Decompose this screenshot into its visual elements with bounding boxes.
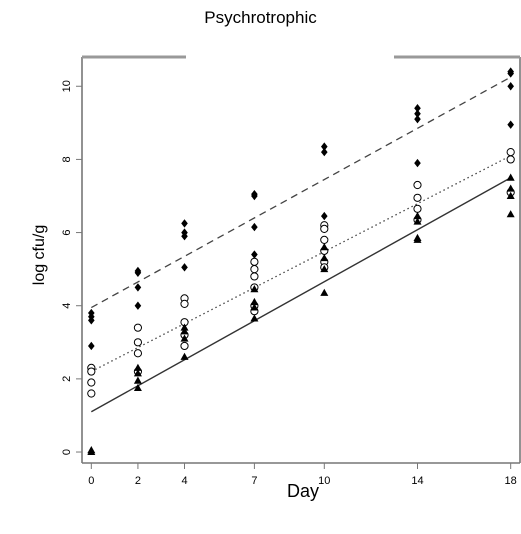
plot-frame [81, 55, 521, 464]
triangle-point [320, 253, 329, 262]
triangle-point [133, 369, 142, 377]
circle-point [320, 224, 329, 234]
circle-point [413, 180, 422, 190]
data-points [87, 67, 515, 456]
diamond-point [181, 219, 188, 228]
circle-point [506, 147, 515, 157]
circle-point [87, 378, 96, 387]
circle-point [250, 272, 259, 281]
diamond-point [320, 147, 328, 157]
circle-point [250, 265, 259, 274]
triangle-point [413, 217, 422, 225]
triangle-point [180, 323, 189, 331]
triangle-point [506, 191, 515, 199]
y-tick-label: 8 [61, 156, 73, 162]
diamond-point [134, 301, 142, 310]
circle-point [413, 204, 422, 213]
triangle-point [250, 303, 259, 311]
triangle-point [180, 334, 189, 342]
diamond-point [507, 82, 514, 91]
triangle-point [133, 383, 142, 392]
y-axis-label: log cfu/g [31, 225, 48, 285]
circle-point [250, 257, 259, 266]
circle-point [133, 323, 143, 332]
x-axis-label: Day [287, 481, 319, 501]
diamond-point [414, 114, 421, 124]
circle-point [413, 193, 422, 202]
diamond-point [251, 222, 258, 232]
triangle-point [87, 447, 96, 456]
diamond-point [181, 263, 188, 272]
diamond-point [320, 142, 328, 151]
x-tick-label: 0 [88, 475, 94, 487]
y-tick-label: 2 [61, 376, 73, 382]
triangle-point [250, 314, 259, 322]
fit-line-dashed [91, 76, 511, 309]
x-axis: 0 2 4 7 10 14 18 [88, 463, 517, 487]
fit-line-dotted [91, 155, 511, 373]
triangle-point [250, 285, 259, 293]
diamond-point [181, 232, 188, 241]
diamond-point [134, 283, 142, 292]
circle-point [180, 341, 189, 351]
triangle-point [506, 173, 515, 181]
triangle-point [320, 264, 329, 273]
diamond-point [320, 211, 328, 221]
y-axis: 0 2 4 6 8 10 [61, 80, 82, 455]
triangle-point [180, 352, 189, 360]
circle-point [320, 235, 329, 244]
diamond-point [88, 341, 95, 351]
diamond-point [88, 316, 95, 325]
diamond-point [507, 120, 514, 129]
diamond-point [414, 158, 421, 168]
circle-point [180, 299, 189, 308]
fit-lines [90, 76, 512, 413]
x-tick-label: 14 [411, 475, 423, 487]
triangle-point [506, 210, 515, 218]
triangle-point [250, 297, 259, 306]
circle-point [87, 389, 96, 398]
y-tick-label: 10 [61, 80, 73, 92]
triangle-point [180, 327, 189, 335]
diamond-point [414, 109, 421, 118]
chart-title: Psychrotrophic [204, 8, 317, 27]
diamond-point [507, 69, 514, 78]
diamond-point [251, 250, 258, 259]
x-tick-label: 2 [135, 475, 141, 487]
triangle-point [413, 235, 422, 243]
x-tick-label: 18 [505, 475, 517, 487]
x-tick-label: 10 [318, 475, 330, 487]
triangle-point [506, 184, 515, 192]
diamond-point [134, 268, 142, 278]
fit-line-solid [90, 177, 512, 413]
circle-point [133, 338, 143, 347]
triangle-point [133, 363, 142, 371]
triangle-point [320, 288, 329, 296]
triangle-point [413, 211, 422, 220]
y-tick-label: 4 [61, 303, 73, 309]
y-tick-label: 0 [61, 449, 73, 455]
x-tick-label: 4 [181, 475, 187, 487]
diamond-point [414, 104, 421, 113]
x-tick-label: 7 [251, 475, 257, 487]
circle-point [133, 349, 143, 358]
circle-point [87, 367, 96, 376]
diamond-point [251, 191, 258, 201]
triangle-point [133, 376, 142, 384]
circle-point [506, 155, 515, 164]
triangle-point [320, 242, 329, 251]
y-tick-label: 6 [61, 230, 73, 236]
